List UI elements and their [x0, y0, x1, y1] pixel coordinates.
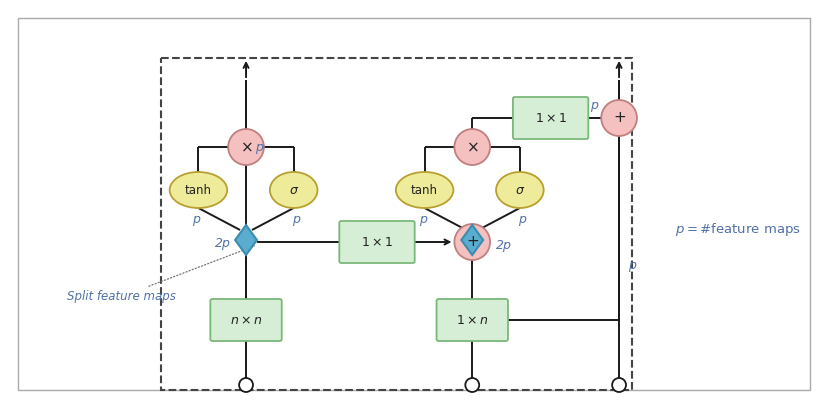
Text: $+$: $+$	[465, 234, 479, 249]
Text: 2p: 2p	[496, 239, 512, 252]
Text: $1 \times 1$: $1 \times 1$	[535, 112, 566, 125]
Text: p: p	[518, 214, 525, 227]
Text: 2p: 2p	[215, 236, 231, 249]
Polygon shape	[235, 225, 257, 255]
Text: p: p	[590, 99, 598, 112]
Text: $1 \times n$: $1 \times n$	[456, 313, 489, 326]
Text: $\times$: $\times$	[466, 140, 479, 155]
Circle shape	[455, 224, 490, 260]
Text: $1 \times 1$: $1 \times 1$	[361, 236, 393, 249]
Ellipse shape	[270, 172, 318, 208]
Text: $+$: $+$	[612, 110, 626, 125]
Text: tanh: tanh	[411, 184, 438, 197]
FancyBboxPatch shape	[339, 221, 414, 263]
FancyBboxPatch shape	[436, 299, 508, 341]
Circle shape	[601, 100, 637, 136]
Text: $\sigma$: $\sigma$	[289, 184, 299, 197]
Text: p: p	[255, 142, 263, 155]
Circle shape	[455, 129, 490, 165]
Text: tanh: tanh	[185, 184, 212, 197]
FancyBboxPatch shape	[513, 97, 588, 139]
Circle shape	[239, 378, 253, 392]
Text: $p = \#\mathrm{feature\ maps}$: $p = \#\mathrm{feature\ maps}$	[675, 221, 801, 239]
Text: $\times$: $\times$	[239, 140, 253, 155]
Circle shape	[465, 378, 480, 392]
Text: p: p	[193, 214, 200, 227]
Text: p: p	[292, 214, 299, 227]
Text: p: p	[628, 258, 636, 271]
Circle shape	[229, 129, 264, 165]
Text: p: p	[419, 214, 426, 227]
Text: $n \times n$: $n \times n$	[230, 313, 262, 326]
Text: Split feature maps: Split feature maps	[68, 246, 254, 303]
FancyBboxPatch shape	[210, 299, 282, 341]
Ellipse shape	[396, 172, 454, 208]
Circle shape	[612, 378, 626, 392]
Polygon shape	[461, 225, 483, 255]
Ellipse shape	[496, 172, 544, 208]
Ellipse shape	[169, 172, 227, 208]
Text: $\sigma$: $\sigma$	[515, 184, 525, 197]
